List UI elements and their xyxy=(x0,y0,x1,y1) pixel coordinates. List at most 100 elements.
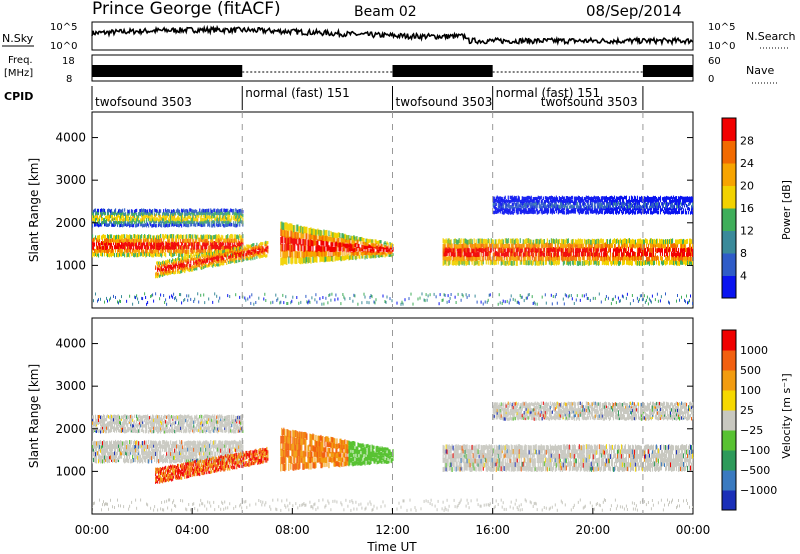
echo-cell xyxy=(531,295,533,299)
echo-cell xyxy=(461,248,463,254)
echo-cell xyxy=(312,240,314,247)
echo-cell xyxy=(647,302,649,306)
echo-cell xyxy=(252,251,254,255)
echo-cell xyxy=(129,209,131,213)
echo-cell xyxy=(120,235,122,240)
echo-cell xyxy=(626,259,628,265)
echo-cell xyxy=(482,259,484,265)
echo-cell xyxy=(231,258,233,262)
echo-cell xyxy=(650,248,652,253)
echo-cell xyxy=(282,293,284,297)
echo-cell xyxy=(103,211,105,215)
echo-cell xyxy=(617,248,619,253)
echo-cell xyxy=(627,201,629,205)
echo-cell xyxy=(494,205,496,209)
echo-cell xyxy=(448,260,450,266)
echo-cell xyxy=(184,238,186,244)
echo-cell xyxy=(116,238,118,243)
echo-cell xyxy=(605,252,607,258)
echo-cell xyxy=(510,248,512,254)
echo-cell xyxy=(534,242,536,248)
echo-cell xyxy=(376,248,378,252)
echo-cell xyxy=(154,249,156,254)
echo-cell xyxy=(386,241,388,245)
echo-cell xyxy=(458,260,460,266)
echo-cell xyxy=(607,260,609,266)
echo-cell xyxy=(486,300,488,304)
echo-cell xyxy=(235,211,237,216)
echo-cell xyxy=(542,196,544,200)
echo-cell xyxy=(503,247,505,253)
echo-cell xyxy=(205,217,207,221)
echo-cell xyxy=(547,247,549,253)
echo-cell xyxy=(628,252,630,258)
echo-cell xyxy=(453,247,455,253)
echo-cell xyxy=(195,260,197,264)
echo-cell xyxy=(242,217,244,222)
echo-cell xyxy=(521,243,523,249)
echo-cell xyxy=(167,224,169,228)
echo-cell xyxy=(203,262,205,266)
echo-cell xyxy=(550,199,552,203)
echo-cell xyxy=(311,228,313,235)
echo-cell xyxy=(347,238,349,243)
echo-cell xyxy=(641,239,643,245)
echo-cell xyxy=(181,245,183,250)
echo-cell xyxy=(211,235,213,240)
echo-cell xyxy=(237,246,239,250)
echo-cell xyxy=(175,242,177,247)
echo-cell xyxy=(178,215,180,219)
echo-cell xyxy=(497,255,499,261)
echo-cell xyxy=(104,222,106,227)
echo-cell xyxy=(603,196,605,200)
echo-cell xyxy=(583,256,585,262)
echo-cell xyxy=(639,248,641,254)
echo-cell xyxy=(450,243,452,248)
echo-cell xyxy=(534,251,536,257)
echo-cell xyxy=(202,241,204,247)
echo-cell xyxy=(648,205,650,210)
echo-cell xyxy=(473,251,475,257)
echo-cell xyxy=(348,235,350,240)
echo-cell xyxy=(318,245,320,251)
echo-cell xyxy=(92,217,94,221)
echo-cell xyxy=(120,300,121,303)
echo-cell xyxy=(627,211,629,215)
echo-cell xyxy=(129,237,131,242)
echo-cell xyxy=(180,252,182,257)
echo-cell xyxy=(191,219,193,224)
echo-cell xyxy=(233,238,235,243)
echo-cell xyxy=(186,252,188,257)
echo-cell xyxy=(239,252,241,256)
echo-cell xyxy=(528,200,530,204)
echo-cell xyxy=(471,259,473,265)
echo-cell xyxy=(336,236,338,242)
echo-cell xyxy=(146,211,148,216)
echo-cell xyxy=(582,204,584,208)
echo-cell xyxy=(250,301,252,305)
echo-cell xyxy=(336,255,338,261)
echo-cell xyxy=(569,197,571,201)
echo-cell xyxy=(525,202,527,206)
echo-cell xyxy=(156,242,158,247)
echo-cell xyxy=(597,260,599,266)
echo-cell xyxy=(538,210,540,214)
nsky-panel xyxy=(91,21,694,51)
echo-cell xyxy=(517,207,519,211)
echo-cell xyxy=(599,247,601,253)
echo-cell xyxy=(637,260,639,266)
echo-cell xyxy=(362,251,364,256)
echo-cell xyxy=(527,251,529,256)
echo-cell xyxy=(185,212,187,217)
echo-cell xyxy=(593,205,595,210)
echo-cell xyxy=(560,204,562,209)
echo-cell xyxy=(190,208,192,212)
echo-cell xyxy=(218,299,220,303)
echo-cell xyxy=(605,242,607,248)
echo-cell xyxy=(142,224,144,228)
echo-cell xyxy=(137,253,139,258)
echo-cell xyxy=(651,243,653,249)
echo-cell xyxy=(150,212,152,216)
echo-cell xyxy=(164,264,166,268)
echo-cell xyxy=(214,250,216,254)
